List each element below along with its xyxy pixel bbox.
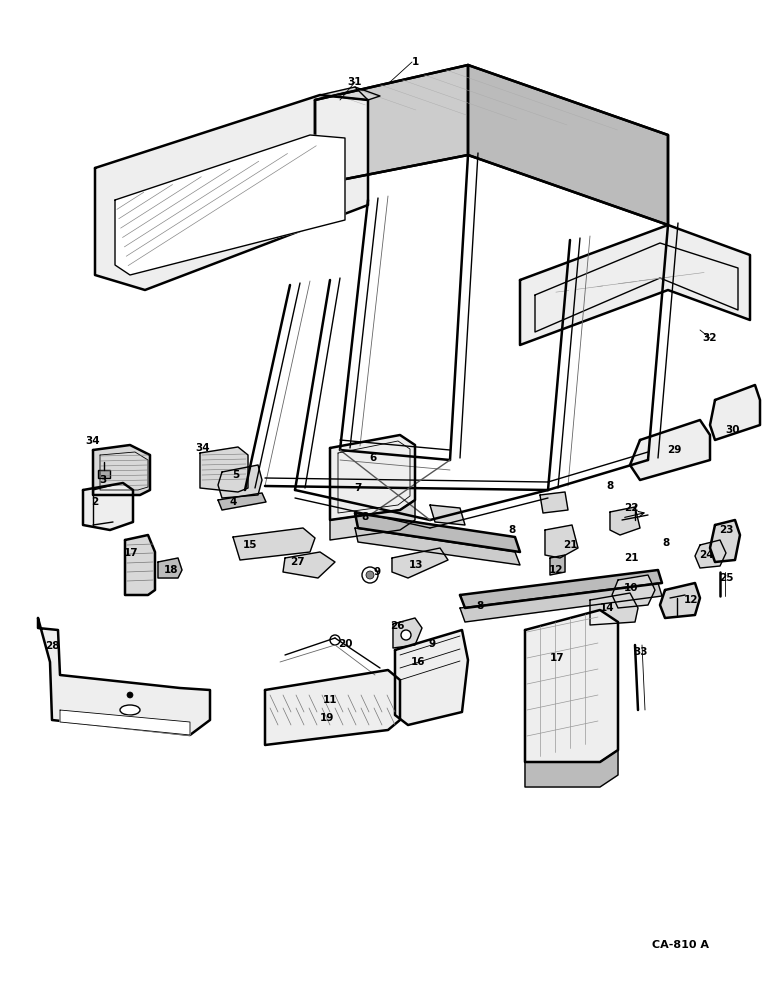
Text: 4: 4: [229, 497, 237, 507]
Circle shape: [362, 567, 378, 583]
Polygon shape: [200, 447, 248, 492]
Text: 24: 24: [699, 550, 713, 560]
Polygon shape: [115, 135, 345, 275]
Polygon shape: [520, 225, 750, 345]
Circle shape: [479, 605, 485, 611]
Text: 13: 13: [408, 560, 423, 570]
Circle shape: [427, 645, 437, 655]
Text: 17: 17: [550, 653, 564, 663]
Circle shape: [127, 692, 133, 698]
Polygon shape: [315, 65, 668, 225]
Text: CA-810 A: CA-810 A: [652, 940, 709, 950]
Polygon shape: [610, 507, 640, 535]
Polygon shape: [710, 520, 740, 562]
Text: 8: 8: [509, 525, 516, 535]
Polygon shape: [233, 528, 315, 560]
Text: 27: 27: [290, 557, 304, 567]
Text: 34: 34: [86, 436, 100, 446]
Circle shape: [330, 635, 340, 645]
Polygon shape: [525, 610, 618, 762]
Text: 26: 26: [390, 621, 405, 631]
Polygon shape: [392, 548, 448, 578]
Text: 21: 21: [563, 540, 577, 550]
Text: 9: 9: [374, 567, 381, 577]
Text: 17: 17: [124, 548, 138, 558]
Polygon shape: [545, 525, 578, 558]
Text: 23: 23: [719, 525, 733, 535]
Polygon shape: [315, 65, 468, 185]
Polygon shape: [550, 555, 565, 575]
Polygon shape: [460, 583, 662, 622]
Ellipse shape: [120, 705, 140, 715]
Text: 18: 18: [164, 565, 178, 575]
Text: 3: 3: [100, 475, 107, 485]
Circle shape: [476, 602, 488, 614]
Polygon shape: [430, 505, 465, 525]
Polygon shape: [468, 65, 668, 225]
Text: 8: 8: [361, 512, 368, 522]
Text: 14: 14: [600, 603, 615, 613]
Polygon shape: [93, 445, 150, 495]
Polygon shape: [125, 535, 155, 595]
Polygon shape: [695, 540, 726, 568]
Polygon shape: [218, 493, 266, 510]
Text: 9: 9: [428, 639, 435, 649]
Text: 8: 8: [662, 538, 669, 548]
Polygon shape: [710, 385, 760, 440]
Polygon shape: [540, 492, 568, 513]
Text: 30: 30: [726, 425, 740, 435]
Polygon shape: [355, 513, 520, 552]
Text: 33: 33: [634, 647, 648, 657]
Polygon shape: [460, 570, 662, 608]
Text: 22: 22: [624, 503, 638, 513]
Polygon shape: [330, 500, 415, 540]
Polygon shape: [158, 558, 182, 578]
Text: 21: 21: [624, 553, 638, 563]
Text: 8: 8: [606, 481, 614, 491]
Text: 8: 8: [476, 601, 483, 611]
Polygon shape: [320, 87, 380, 100]
Polygon shape: [38, 618, 210, 735]
Polygon shape: [83, 483, 133, 530]
Text: 31: 31: [347, 77, 362, 87]
Polygon shape: [265, 670, 400, 745]
Polygon shape: [612, 575, 655, 608]
Polygon shape: [355, 528, 520, 565]
Text: 28: 28: [45, 641, 59, 651]
Text: 12: 12: [684, 595, 698, 605]
Text: 16: 16: [411, 657, 425, 667]
Text: 5: 5: [232, 470, 239, 480]
Text: 25: 25: [719, 573, 733, 583]
Bar: [98, 470, 110, 478]
Polygon shape: [283, 552, 335, 578]
Text: 20: 20: [338, 639, 352, 649]
Polygon shape: [660, 583, 700, 618]
Polygon shape: [60, 710, 190, 735]
Circle shape: [401, 630, 411, 640]
Polygon shape: [95, 95, 368, 290]
Text: 15: 15: [242, 540, 257, 550]
Polygon shape: [395, 630, 468, 725]
Text: 11: 11: [323, 695, 337, 705]
Polygon shape: [630, 420, 710, 480]
Text: 7: 7: [354, 483, 362, 493]
Text: 1: 1: [411, 57, 418, 67]
Polygon shape: [218, 465, 262, 498]
Text: 19: 19: [320, 713, 334, 723]
Text: 2: 2: [91, 497, 99, 507]
Polygon shape: [525, 750, 618, 787]
Text: 6: 6: [369, 453, 377, 463]
Text: 12: 12: [549, 565, 564, 575]
Text: 10: 10: [624, 583, 638, 593]
Polygon shape: [330, 435, 415, 520]
Polygon shape: [393, 618, 422, 648]
Text: 32: 32: [703, 333, 717, 343]
Text: 29: 29: [667, 445, 681, 455]
Polygon shape: [590, 593, 638, 625]
Circle shape: [366, 571, 374, 579]
Text: 34: 34: [195, 443, 210, 453]
